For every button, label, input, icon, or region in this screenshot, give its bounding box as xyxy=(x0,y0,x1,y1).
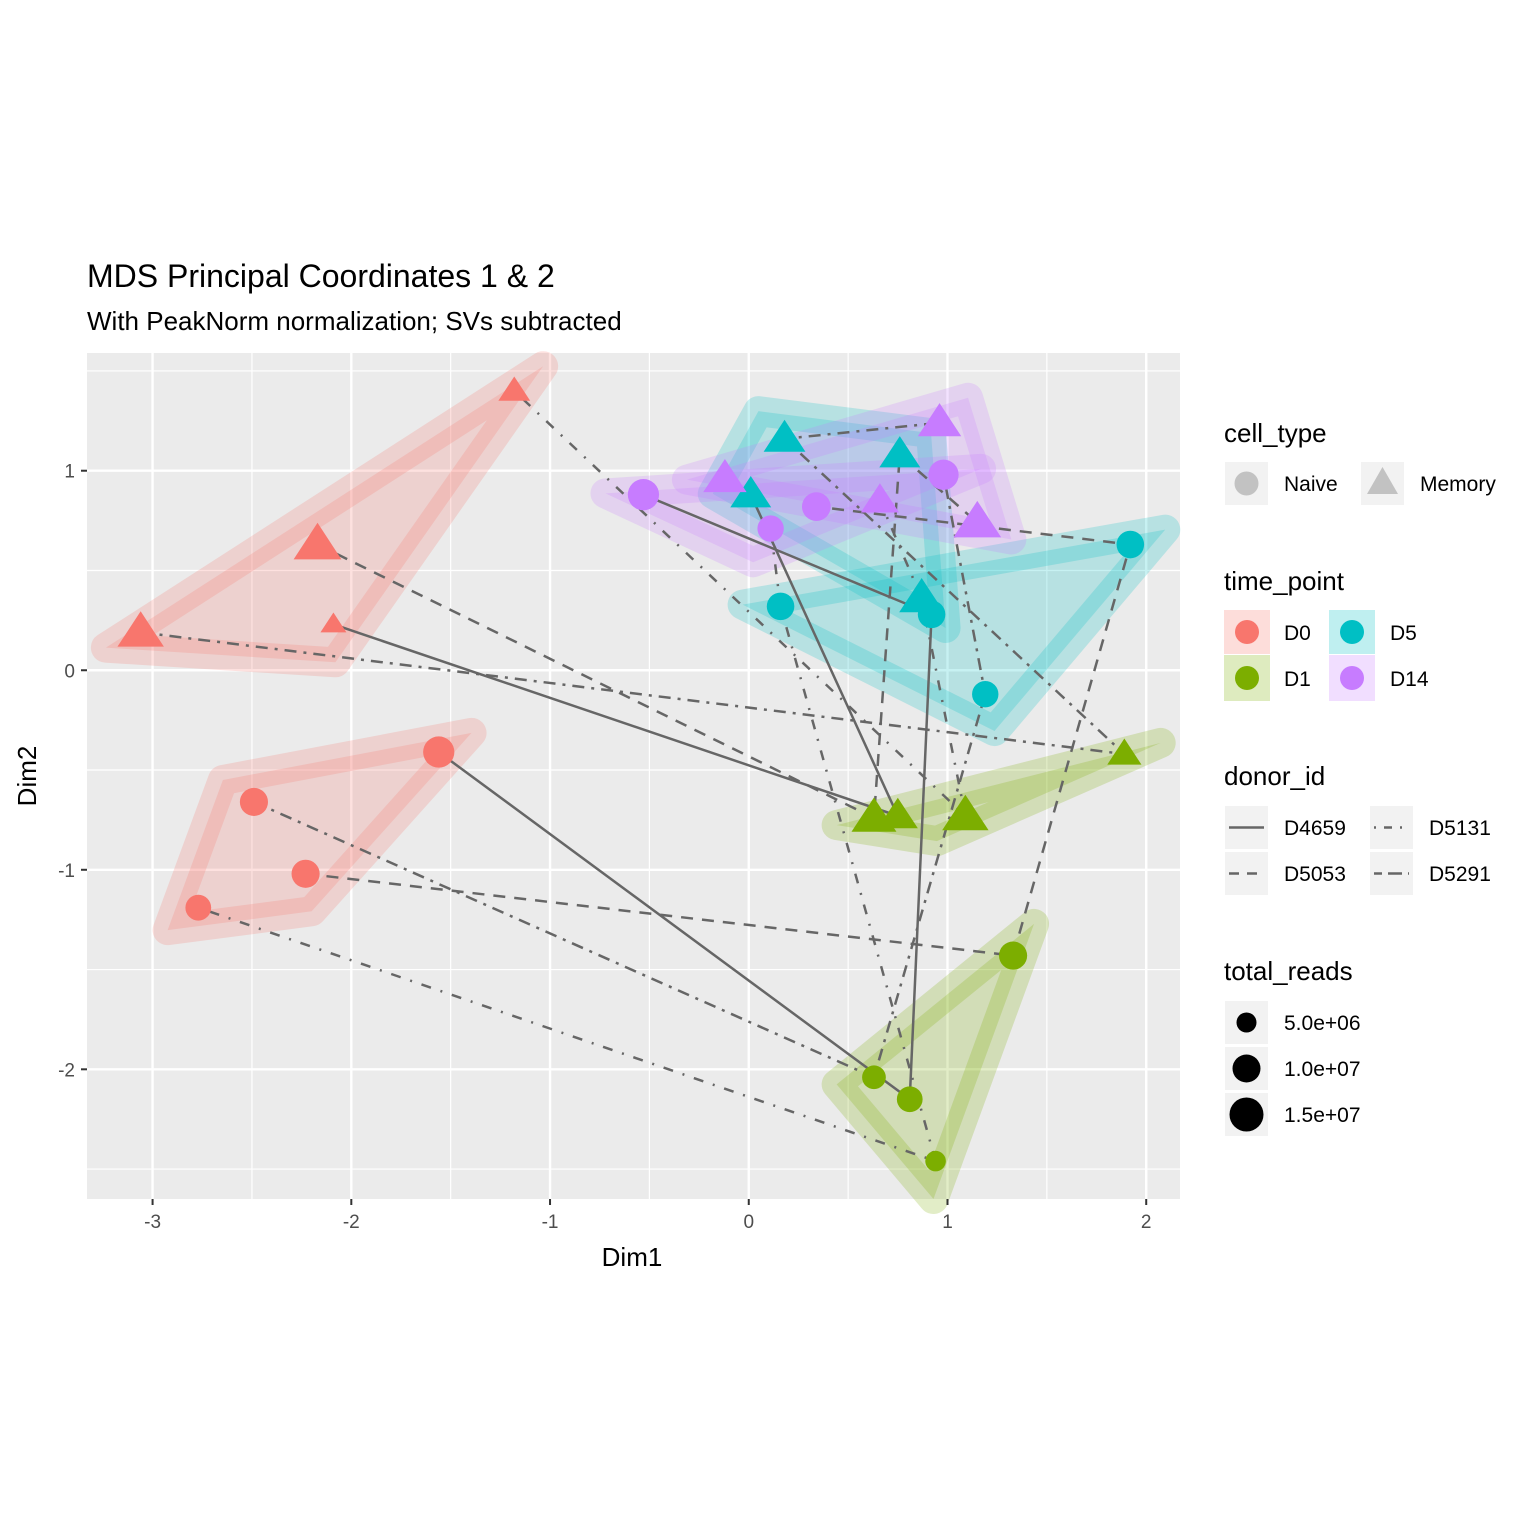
hull-d0-naive xyxy=(152,717,487,946)
y-axis-title: Dim2 xyxy=(12,746,42,807)
hull-d0-memory xyxy=(90,351,559,678)
point-naive-d14 xyxy=(801,492,831,521)
y-tick-label: -1 xyxy=(58,861,75,882)
chart-title: MDS Principal Coordinates 1 & 2 xyxy=(87,258,555,294)
grid-major xyxy=(87,353,1180,1199)
x-tick-label: -2 xyxy=(343,1212,360,1233)
legend-cell-type: cell_type Naive Memory xyxy=(1224,418,1496,505)
legend-label: 1.5e+07 xyxy=(1284,1104,1361,1127)
x-tick-label: 0 xyxy=(743,1212,754,1233)
legend-label: D0 xyxy=(1284,622,1311,645)
point-naive-d0 xyxy=(423,736,455,768)
point-memory-d5 xyxy=(763,419,806,452)
legend-total-reads-title: total_reads xyxy=(1224,956,1353,986)
point-naive-d14 xyxy=(757,515,784,542)
path-d5053-naive xyxy=(305,505,1132,957)
point-memory-d14 xyxy=(917,403,962,437)
circle-icon xyxy=(1235,620,1259,644)
point-memory-d1 xyxy=(1107,738,1142,765)
point-naive-d0 xyxy=(185,894,212,921)
circle-icon xyxy=(1229,1097,1264,1132)
point-naive-d1 xyxy=(862,1065,886,1090)
legend-time-point-title: time_point xyxy=(1224,566,1345,596)
y-tick-label: 1 xyxy=(64,462,75,483)
point-memory-d1 xyxy=(942,794,989,831)
x-tick-label: -3 xyxy=(144,1212,161,1233)
legend-label: D5291 xyxy=(1429,863,1491,886)
legend-time-point: time_point D0 D5 D1 D14 xyxy=(1224,566,1429,701)
legend-label: 5.0e+06 xyxy=(1284,1012,1361,1035)
point-naive-d5 xyxy=(917,600,946,629)
circle-icon xyxy=(1234,471,1259,496)
point-memory-d14 xyxy=(953,500,1002,538)
y-axis-ticks: -2 -1 0 1 xyxy=(58,462,87,1081)
chart-subtitle: With PeakNorm normalization; SVs subtrac… xyxy=(87,306,622,336)
x-tick-label: 1 xyxy=(942,1212,953,1233)
legend-label: D5053 xyxy=(1284,863,1346,886)
point-naive-d0 xyxy=(291,859,320,888)
legend-cell-type-title: cell_type xyxy=(1224,418,1327,448)
triangle-icon xyxy=(1367,467,1398,494)
path-d4659-naive xyxy=(438,493,933,1102)
legend-label: D5 xyxy=(1390,622,1417,645)
path-d5291-memory xyxy=(140,421,1129,756)
points xyxy=(117,376,1145,1172)
path-d5291-naive xyxy=(253,474,987,1080)
point-memory-d0 xyxy=(117,611,164,647)
legend-label: D4659 xyxy=(1284,817,1346,840)
point-naive-d14 xyxy=(928,459,959,490)
legend-donor-id: donor_id D4659 D5131 D5053 D5291 xyxy=(1224,761,1491,895)
legend-total-reads: total_reads 5.0e+06 1.0e+07 1.5e+07 xyxy=(1224,956,1361,1136)
point-memory-d0 xyxy=(293,522,342,560)
circle-icon xyxy=(1340,620,1364,644)
point-naive-d1 xyxy=(998,941,1028,970)
legend-label: D5131 xyxy=(1429,817,1491,840)
circle-icon xyxy=(1340,666,1364,690)
y-tick-label: 0 xyxy=(64,661,75,682)
x-axis-title: Dim1 xyxy=(602,1242,663,1272)
legend-label: 1.0e+07 xyxy=(1284,1058,1361,1081)
hull-d5-naive xyxy=(727,514,1181,747)
path-d5131-naive xyxy=(197,528,938,1164)
point-naive-d1 xyxy=(896,1086,923,1113)
circle-icon xyxy=(1235,666,1259,690)
point-naive-d14 xyxy=(627,479,660,511)
point-memory-d14 xyxy=(860,483,900,513)
point-memory-d5 xyxy=(730,476,772,508)
circle-icon xyxy=(1236,1012,1257,1033)
x-tick-label: -1 xyxy=(542,1212,559,1233)
point-naive-d1 xyxy=(925,1150,946,1172)
point-memory-d0 xyxy=(498,376,531,401)
point-memory-d1 xyxy=(877,797,918,829)
point-naive-d5 xyxy=(1116,530,1145,559)
legend-label: D14 xyxy=(1390,668,1429,691)
point-memory-d0 xyxy=(320,612,347,633)
legend-donor-id-title: donor_id xyxy=(1224,761,1325,791)
point-naive-d5 xyxy=(972,681,999,708)
legend-label: Naive xyxy=(1284,473,1338,496)
y-tick-label: -2 xyxy=(58,1060,75,1081)
point-memory-d14 xyxy=(703,458,747,493)
x-tick-label: 2 xyxy=(1141,1212,1152,1233)
x-axis-ticks: -3 -2 -1 0 1 2 xyxy=(144,1199,1152,1233)
circle-icon xyxy=(1232,1054,1261,1083)
point-naive-d0 xyxy=(239,787,269,817)
point-memory-d5 xyxy=(879,436,921,468)
legend-label: Memory xyxy=(1420,473,1496,496)
point-naive-d5 xyxy=(766,592,795,621)
hull-d1-naive xyxy=(821,908,1050,1215)
path-d5131-memory xyxy=(513,390,968,820)
legend-label: D1 xyxy=(1284,668,1311,691)
hull-d1-memory xyxy=(821,727,1176,857)
